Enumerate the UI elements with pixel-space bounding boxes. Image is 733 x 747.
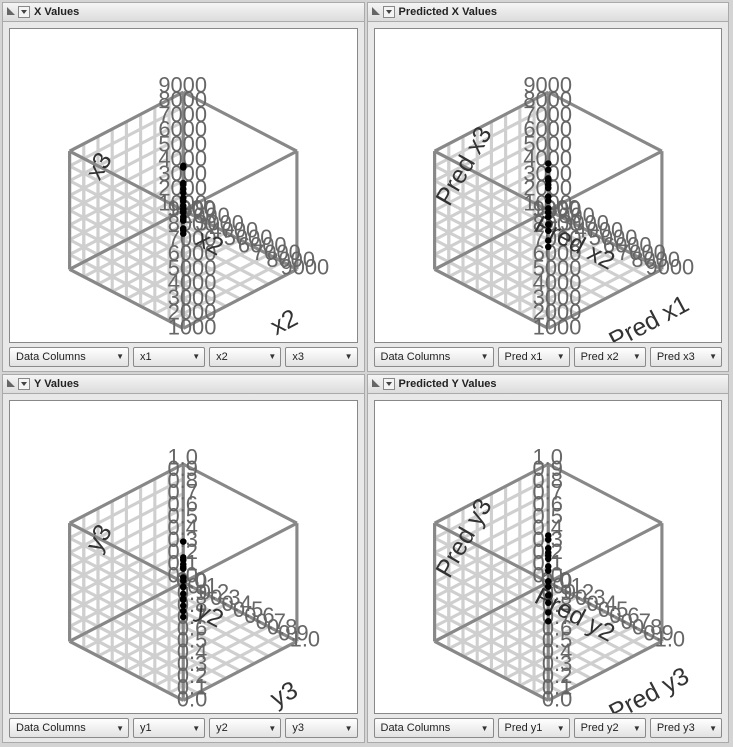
panel-pred_x_values: Predicted X Values 100010001000200020002… [367, 2, 730, 372]
panel-grid: X Values 1000100010002000200020003000300… [2, 2, 729, 743]
chevron-down-icon: ▼ [633, 352, 641, 361]
dropdown-label: Data Columns [381, 722, 451, 734]
dropdown-row: Data Columns ▼ Pred y1 ▼ Pred y2 ▼ Pred … [374, 714, 723, 742]
dropdown-axis-0[interactable]: x1 ▼ [133, 347, 205, 367]
panel-body: 0.00.00.00.10.10.10.20.20.20.30.30.30.40… [367, 394, 730, 744]
panel-title: X Values [34, 6, 79, 18]
svg-text:y3: y3 [266, 675, 302, 712]
panel-title: Predicted X Values [399, 6, 497, 18]
svg-text:9000: 9000 [168, 196, 217, 221]
dropdown-axis-1[interactable]: y2 ▼ [209, 718, 281, 738]
plot-3d-scatter[interactable]: 1000100010002000200020003000300030004000… [9, 28, 358, 343]
svg-text:9000: 9000 [645, 255, 694, 280]
chevron-down-icon: ▼ [557, 724, 565, 733]
dropdown-axis-1[interactable]: Pred x2 ▼ [574, 347, 646, 367]
dropdown-axis-2[interactable]: Pred x3 ▼ [650, 347, 722, 367]
svg-text:1.0: 1.0 [167, 444, 197, 469]
chevron-down-icon: ▼ [116, 724, 124, 733]
dropdown-label: Data Columns [16, 722, 86, 734]
dropdown-label: Data Columns [16, 351, 86, 363]
svg-text:1.0: 1.0 [654, 626, 684, 651]
dropdown-label: x1 [140, 351, 152, 363]
disclosure-triangle-icon[interactable] [4, 6, 18, 18]
panel-x_values: X Values 1000100010002000200020003000300… [2, 2, 365, 372]
chevron-down-icon: ▼ [345, 724, 353, 733]
panel-title: Y Values [34, 378, 79, 390]
dropdown-label: Pred x2 [581, 351, 619, 363]
dropdown-axis-2[interactable]: y3 ▼ [285, 718, 357, 738]
svg-text:9000: 9000 [281, 255, 330, 280]
chevron-down-icon: ▼ [709, 352, 717, 361]
dropdown-axis-0[interactable]: Pred y1 ▼ [498, 718, 570, 738]
panel-title: Predicted Y Values [399, 378, 497, 390]
chevron-down-icon: ▼ [633, 724, 641, 733]
dropdown-row: Data Columns ▼ x1 ▼ x2 ▼ x3 ▼ [9, 343, 358, 371]
panel-body: 1000100010002000200020003000300030004000… [2, 22, 365, 372]
dropdown-label: y1 [140, 722, 152, 734]
dropdown-label: Pred x3 [657, 351, 695, 363]
dropdown-axis-0[interactable]: y1 ▼ [133, 718, 205, 738]
plot-3d-scatter[interactable]: 1000100010002000200020003000300030004000… [374, 28, 723, 343]
chevron-down-icon: ▼ [345, 352, 353, 361]
chevron-down-icon: ▼ [116, 352, 124, 361]
chevron-down-icon: ▼ [192, 724, 200, 733]
dropdown-label: y2 [216, 722, 228, 734]
dropdown-label: Pred y1 [505, 722, 543, 734]
svg-text:Pred y3: Pred y3 [604, 661, 693, 713]
dropdown-label: x3 [292, 351, 304, 363]
dropdown-data-columns[interactable]: Data Columns ▼ [374, 347, 494, 367]
dropdown-label: x2 [216, 351, 228, 363]
svg-text:9000: 9000 [158, 72, 207, 97]
dropdown-label: y3 [292, 722, 304, 734]
dropdown-label: Pred x1 [505, 351, 543, 363]
svg-text:1.0: 1.0 [290, 626, 320, 651]
svg-text:Pred x1: Pred x1 [604, 290, 693, 342]
disclosure-triangle-icon[interactable] [369, 378, 383, 390]
dropdown-label: Pred y3 [657, 722, 695, 734]
dropdown-label: Data Columns [381, 351, 451, 363]
dropdown-label: Pred y2 [581, 722, 619, 734]
chevron-down-icon: ▼ [557, 352, 565, 361]
plot-3d-scatter[interactable]: 0.00.00.00.10.10.10.20.20.20.30.30.30.40… [374, 400, 723, 715]
panel-y_values: Y Values 0.00.00.00.10.10.10.20.20.20.30… [2, 374, 365, 744]
panel-header[interactable]: X Values [2, 2, 365, 22]
disclosure-triangle-icon[interactable] [4, 378, 18, 390]
dropdown-axis-2[interactable]: Pred y3 ▼ [650, 718, 722, 738]
panel-menu-button[interactable] [18, 378, 30, 390]
panel-header[interactable]: Y Values [2, 374, 365, 394]
dropdown-row: Data Columns ▼ Pred x1 ▼ Pred x2 ▼ Pred … [374, 343, 723, 371]
dropdown-axis-1[interactable]: Pred y2 ▼ [574, 718, 646, 738]
chevron-down-icon: ▼ [481, 724, 489, 733]
chevron-down-icon: ▼ [481, 352, 489, 361]
svg-text:x2: x2 [266, 304, 302, 341]
svg-text:1.0: 1.0 [532, 444, 562, 469]
dropdown-data-columns[interactable]: Data Columns ▼ [374, 718, 494, 738]
dropdown-axis-1[interactable]: x2 ▼ [209, 347, 281, 367]
panel-menu-button[interactable] [18, 6, 30, 18]
panel-body: 1000100010002000200020003000300030004000… [367, 22, 730, 372]
panel-header[interactable]: Predicted X Values [367, 2, 730, 22]
panel-menu-button[interactable] [383, 6, 395, 18]
app-root: X Values 1000100010002000200020003000300… [0, 0, 733, 747]
dropdown-data-columns[interactable]: Data Columns ▼ [9, 718, 129, 738]
disclosure-triangle-icon[interactable] [369, 6, 383, 18]
dropdown-row: Data Columns ▼ y1 ▼ y2 ▼ y3 ▼ [9, 714, 358, 742]
panel-pred_y_values: Predicted Y Values 0.00.00.00.10.10.10.2… [367, 374, 730, 744]
svg-text:9000: 9000 [523, 72, 572, 97]
chevron-down-icon: ▼ [709, 724, 717, 733]
dropdown-axis-2[interactable]: x3 ▼ [285, 347, 357, 367]
panel-menu-button[interactable] [383, 378, 395, 390]
dropdown-data-columns[interactable]: Data Columns ▼ [9, 347, 129, 367]
dropdown-axis-0[interactable]: Pred x1 ▼ [498, 347, 570, 367]
panel-body: 0.00.00.00.10.10.10.20.20.20.30.30.30.40… [2, 394, 365, 744]
plot-3d-scatter[interactable]: 0.00.00.00.10.10.10.20.20.20.30.30.30.40… [9, 400, 358, 715]
chevron-down-icon: ▼ [268, 352, 276, 361]
chevron-down-icon: ▼ [192, 352, 200, 361]
chevron-down-icon: ▼ [268, 724, 276, 733]
panel-header[interactable]: Predicted Y Values [367, 374, 730, 394]
